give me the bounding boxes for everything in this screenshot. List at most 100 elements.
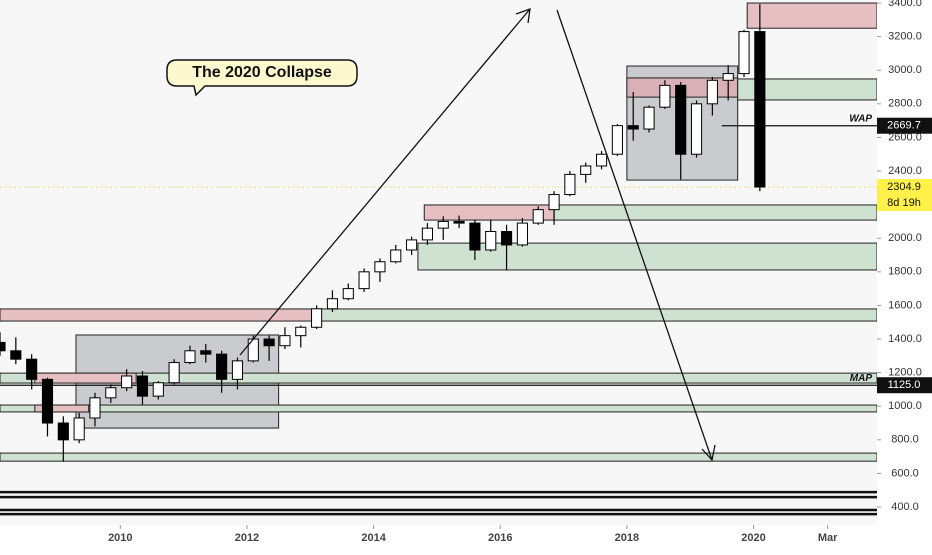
- last-price-label: 2304.9: [887, 181, 921, 193]
- candle-body: [311, 308, 323, 328]
- zone: [0, 404, 878, 413]
- zone: [746, 2, 878, 29]
- x-tick-label: 2014: [361, 532, 386, 544]
- y-tick-label: 600.0: [891, 467, 919, 479]
- candle-body: [611, 125, 623, 155]
- price-tag-label: 2669.7: [887, 120, 921, 132]
- arrow-head: [701, 444, 716, 462]
- candle-body: [754, 31, 766, 188]
- price-axis: [877, 0, 932, 550]
- candle-body: [437, 220, 449, 229]
- candle-body: [247, 338, 259, 362]
- candle-body: [73, 417, 85, 441]
- zone: [553, 204, 878, 221]
- candle-body: [57, 422, 69, 441]
- candles: [0, 4, 766, 462]
- annotation: The 2020 Collapse: [192, 64, 332, 81]
- candle-body: [105, 387, 117, 399]
- candle-body: [374, 261, 386, 273]
- candle-body: [643, 106, 655, 130]
- arrows: [239, 8, 716, 462]
- candle-body: [532, 209, 544, 224]
- candle-body: [675, 84, 687, 155]
- level-name: WAP: [849, 113, 872, 124]
- y-tick-label: 1400.0: [888, 333, 922, 345]
- candle-body: [659, 84, 671, 108]
- candle-body: [580, 165, 592, 175]
- zone: [0, 452, 878, 462]
- candle-body: [358, 271, 370, 290]
- candle-body: [627, 125, 639, 130]
- zone: [0, 308, 321, 322]
- candle-body: [279, 335, 291, 347]
- y-tick-label: 400.0: [891, 501, 919, 513]
- arrow-up: [239, 8, 531, 356]
- candle-body: [421, 227, 433, 241]
- y-tick-label: 800.0: [891, 434, 919, 446]
- candle-body: [342, 288, 354, 300]
- candle-body: [390, 249, 402, 263]
- candle-body: [200, 350, 212, 355]
- candle-body: [41, 378, 54, 424]
- candle-body: [184, 350, 196, 364]
- y-tick-label: 2600.0: [888, 131, 922, 143]
- x-tick-label: 2018: [615, 532, 639, 544]
- y-tick-label: 1600.0: [888, 299, 922, 311]
- y-tick-label: 1200.0: [888, 367, 922, 379]
- candle-body: [564, 173, 576, 196]
- candle-body: [469, 222, 481, 251]
- candle-body: [136, 375, 149, 397]
- x-tick-label: Mar: [818, 532, 838, 544]
- zone: [319, 308, 878, 322]
- candle-body: [722, 73, 734, 81]
- candle-body: [152, 382, 164, 397]
- arrow-head: [515, 8, 531, 24]
- candle-body: [121, 375, 133, 389]
- x-tick-label: 2020: [741, 532, 765, 544]
- candle-body: [326, 298, 339, 310]
- y-tick-label: 1000.0: [888, 400, 922, 412]
- y-tick-label: 3200.0: [888, 31, 922, 43]
- candle-body: [295, 326, 307, 337]
- candle-body: [231, 360, 244, 380]
- candle-body: [738, 31, 750, 75]
- level-name: MAP: [850, 373, 873, 384]
- candle-body: [706, 79, 718, 105]
- candle-body: [453, 220, 465, 224]
- candle-body: [0, 341, 6, 352]
- price-tag: [877, 377, 932, 394]
- y-tick-label: 3400.0: [888, 0, 922, 9]
- axes: WAP MAP 400.0 600.0 800.0 1000.0 1200.0 1400.0 1…: [108, 0, 932, 544]
- x-tick-label: 2012: [235, 532, 259, 544]
- candle-body: [595, 153, 608, 167]
- candle-body: [548, 194, 560, 211]
- candle-body: [263, 338, 275, 347]
- candle-body: [26, 358, 38, 380]
- price-tag: [877, 117, 932, 134]
- zone: [34, 404, 90, 413]
- countdown: 8d 19h: [887, 197, 921, 209]
- x-tick-label: 2016: [488, 532, 512, 544]
- candle-body: [406, 239, 418, 251]
- candle-body: [89, 397, 101, 419]
- arrow-down: [556, 9, 713, 461]
- y-tick-label: 2000.0: [888, 232, 922, 244]
- candle-body: [501, 231, 513, 246]
- candle-body: [485, 231, 497, 251]
- time-axis: [0, 525, 877, 550]
- last-price-tag: [877, 179, 932, 212]
- price-tag-label: 1125.0: [888, 379, 921, 391]
- y-tick-label: 2800.0: [888, 98, 922, 110]
- candle-body: [168, 362, 180, 384]
- y-tick-label: 1800.0: [888, 266, 922, 278]
- candle-body: [216, 353, 228, 380]
- callout-box: [166, 59, 358, 97]
- y-tick-label: 2400.0: [888, 165, 922, 177]
- candle-body: [10, 350, 22, 360]
- candle-body: [516, 222, 528, 246]
- y-tick-label: 3000.0: [888, 64, 922, 76]
- callout: The 2020 Collapse: [166, 59, 358, 97]
- candle-body: [690, 103, 703, 155]
